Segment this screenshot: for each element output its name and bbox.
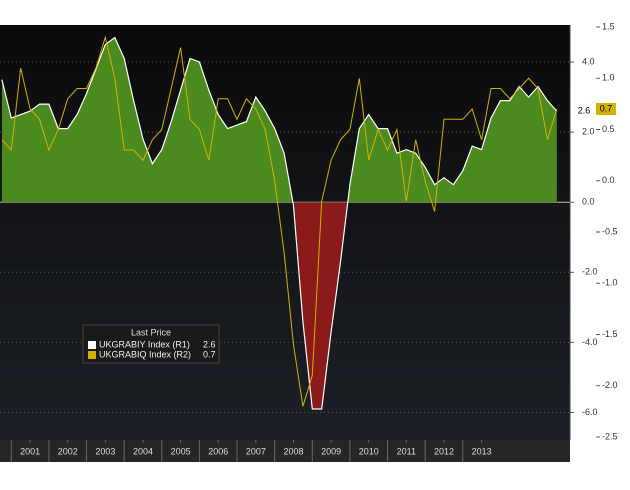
x-tick-label: 2006	[208, 446, 228, 456]
y-tick-label: 0.0	[582, 197, 595, 207]
legend-value: 2.6	[203, 339, 216, 349]
y2-tick-label: 0.5	[602, 124, 615, 134]
x-tick-label: 2007	[246, 446, 266, 456]
x-tick-label: 2001	[20, 446, 40, 456]
x-tick-label: 2013	[472, 446, 492, 456]
y2-tick-label: -1.5	[602, 329, 618, 339]
y-tick-label: -2.0	[582, 267, 598, 277]
x-tick-label: 2003	[95, 446, 115, 456]
y-tick-label: -6.0	[582, 407, 598, 417]
legend: Last Price UKGRABIY Index (R1) 2.6 UKGRABI…	[82, 324, 220, 364]
legend-swatch	[88, 341, 96, 349]
x-tick-label: 2009	[321, 446, 341, 456]
x-tick-label: 2011	[397, 446, 416, 456]
y2-tick-label: 0.0	[602, 175, 615, 185]
y2-tick-label: -2.0	[602, 380, 618, 390]
x-tick-label: 2004	[133, 446, 153, 456]
x-tick-label: 2010	[359, 446, 379, 456]
last-value-label: 0.7	[600, 103, 613, 113]
x-tick-label: 2002	[58, 446, 78, 456]
y2-tick-label: -1.0	[602, 278, 618, 288]
line	[1, 36, 558, 410]
y2-tick-label: 1.5	[602, 21, 615, 31]
legend-value: 0.7	[203, 349, 216, 359]
area-positive	[1, 37, 557, 203]
last-value-tag	[574, 105, 594, 118]
y-tick-label: -4.0	[582, 337, 598, 347]
x-tick-label: 2008	[283, 446, 303, 456]
x-tick-label: 2012	[434, 446, 454, 456]
last-value-tag	[596, 103, 616, 115]
legend-box	[82, 324, 220, 364]
y2-tick-label: -0.5	[602, 226, 618, 236]
last-value-label: 2.6	[578, 105, 591, 115]
plot-background	[0, 25, 570, 440]
y2-tick-label: -2.5	[602, 431, 618, 441]
legend-title: Last Price	[131, 327, 171, 337]
legend-swatch	[88, 351, 96, 359]
y-tick-label: 2.0	[582, 127, 595, 137]
line	[1, 35, 558, 407]
y2-tick-label: 1.0	[602, 73, 615, 83]
legend-label: UKGRABIQ Index (R2)	[99, 349, 191, 359]
legend-label: UKGRABIY Index (R1)	[99, 339, 190, 349]
x-axis-strip	[0, 440, 570, 462]
x-tick-label: 2005	[171, 446, 191, 456]
y-tick-label: 4.0	[582, 56, 595, 66]
